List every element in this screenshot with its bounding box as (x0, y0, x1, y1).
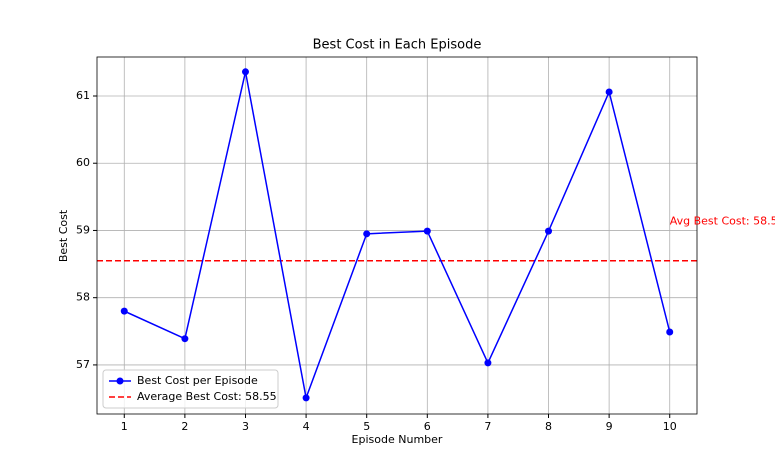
data-point (423, 227, 431, 235)
x-tick-label: 6 (424, 420, 431, 433)
x-tick-label: 4 (303, 420, 310, 433)
data-point (120, 307, 128, 315)
x-tick-label: 7 (484, 420, 491, 433)
data-point (302, 394, 310, 402)
legend-label: Best Cost per Episode (137, 374, 258, 387)
y-axis-label: Best Cost (57, 209, 70, 262)
series-line (123, 71, 671, 401)
y-tick-label: 59 (76, 223, 90, 236)
x-axis-label: Episode Number (352, 433, 443, 446)
legend-label: Average Best Cost: 58.55 (137, 390, 277, 403)
y-tick-label: 61 (76, 89, 90, 102)
x-tick-label: 9 (606, 420, 613, 433)
data-point (666, 328, 674, 336)
data-point (484, 359, 492, 367)
chart-title: Best Cost in Each Episode (313, 38, 482, 53)
data-point (605, 88, 613, 96)
x-tick-label: 8 (545, 420, 552, 433)
x-tick-label: 2 (181, 420, 188, 433)
y-tick-label: 58 (76, 291, 90, 304)
annotation: Avg Best Cost: 58.5 (670, 215, 775, 228)
data-point (181, 335, 189, 343)
x-tick-label: 5 (363, 420, 370, 433)
y-tick-label: 57 (76, 358, 90, 371)
plot-frame (96, 56, 698, 415)
x-tick-label: 1 (121, 420, 128, 433)
data-point (545, 227, 553, 235)
legend-box (102, 369, 279, 409)
x-tick-label: 10 (663, 420, 677, 433)
legend-marker (116, 377, 124, 385)
data-point (363, 230, 371, 238)
y-tick-label: 60 (76, 156, 90, 169)
data-point (241, 68, 249, 76)
x-tick-label: 3 (242, 420, 249, 433)
